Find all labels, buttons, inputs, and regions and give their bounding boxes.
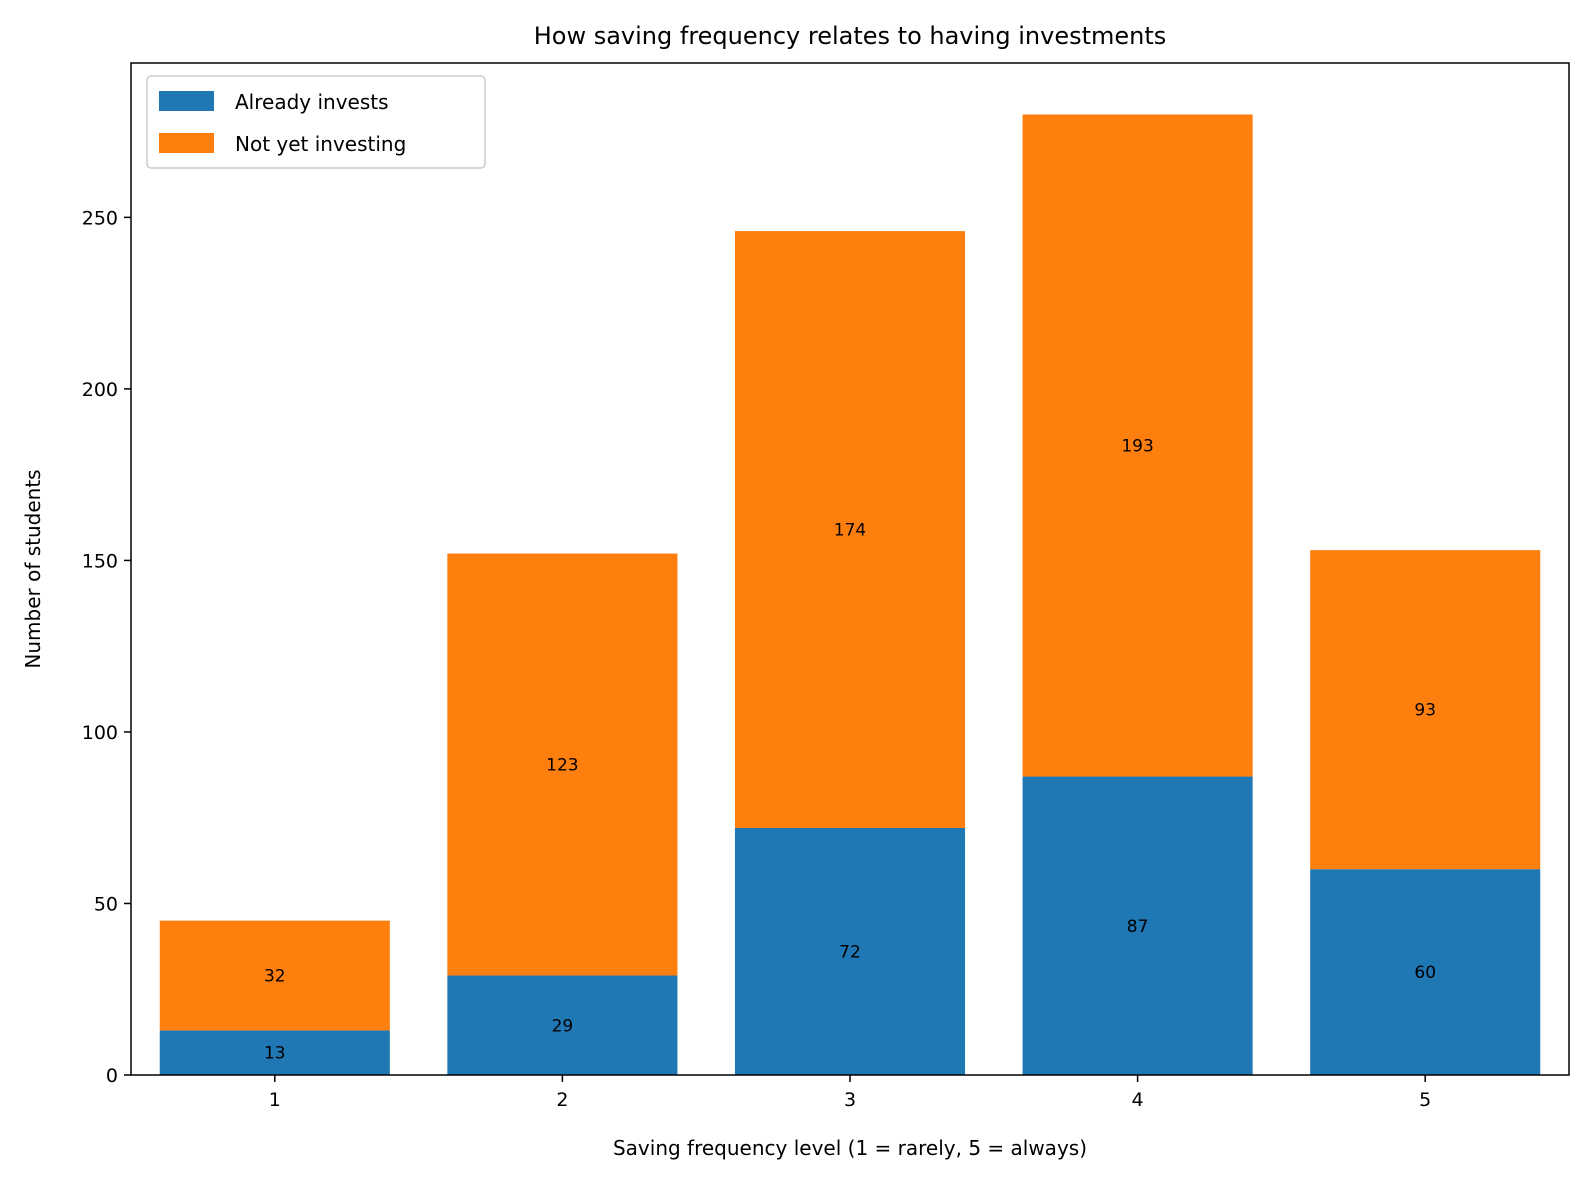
x-axis-label: Saving frequency level (1 = rarely, 5 = … xyxy=(613,1136,1087,1160)
bars xyxy=(159,114,1541,1075)
legend-swatch-not-yet-investing xyxy=(159,133,214,153)
y-axis-label: Number of students xyxy=(21,469,45,668)
bar-already-invests-2 xyxy=(447,975,678,1075)
bar-already-invests-4 xyxy=(1022,776,1253,1075)
bar-label-not-yet-investing-4: 193 xyxy=(1121,437,1153,457)
bar-not-yet-investing-3 xyxy=(734,231,966,829)
x-tick-label-1: 1 xyxy=(269,1089,281,1111)
bar-label-already-invests-3: 72 xyxy=(839,943,861,963)
y-tick-label-150: 150 xyxy=(82,550,118,572)
x-tick-label-5: 5 xyxy=(1419,1089,1431,1111)
y-tick-label-100: 100 xyxy=(82,722,118,744)
x-axis-ticks: 1 2 3 4 5 xyxy=(269,1075,1431,1111)
bar-not-yet-investing-4 xyxy=(1022,114,1253,777)
bar-label-not-yet-investing-5: 93 xyxy=(1414,701,1436,721)
bar-label-not-yet-investing-1: 32 xyxy=(264,967,286,987)
y-tick-label-0: 0 xyxy=(106,1065,118,1087)
bar-label-not-yet-investing-2: 123 xyxy=(546,756,578,776)
y-axis-ticks: 0 50 100 150 200 250 xyxy=(82,207,131,1087)
y-tick-label-250: 250 xyxy=(82,207,118,229)
bar-already-invests-3 xyxy=(734,828,966,1075)
bar-not-yet-investing-5 xyxy=(1310,550,1541,870)
bar-already-invests-5 xyxy=(1310,869,1541,1075)
bar-label-not-yet-investing-3: 174 xyxy=(834,521,866,541)
bar-not-yet-investing-2 xyxy=(447,553,678,976)
y-tick-label-50: 50 xyxy=(94,893,118,915)
bar-already-invests-1 xyxy=(159,1030,390,1075)
bar-label-already-invests-2: 29 xyxy=(552,1016,574,1036)
x-tick-label-2: 2 xyxy=(556,1089,568,1111)
legend-box xyxy=(146,75,486,169)
bar-label-already-invests-4: 87 xyxy=(1127,917,1149,937)
legend-swatch-already-invests xyxy=(159,91,214,111)
bar-labels: 13 32 29 123 72 174 87 193 60 93 xyxy=(264,437,1436,1064)
x-tick-label-3: 3 xyxy=(844,1089,856,1111)
legend-label-already-invests: Already invests xyxy=(235,90,389,114)
legend: Already invests Not yet investing xyxy=(146,75,486,169)
x-tick-label-4: 4 xyxy=(1132,1089,1144,1111)
legend-label-not-yet-investing: Not yet investing xyxy=(235,132,406,156)
y-tick-label-200: 200 xyxy=(82,379,118,401)
bar-not-yet-investing-1 xyxy=(159,920,390,1031)
bar-label-already-invests-5: 60 xyxy=(1414,963,1436,983)
chart-title: How saving frequency relates to having i… xyxy=(534,22,1167,50)
bar-label-already-invests-1: 13 xyxy=(264,1044,286,1064)
